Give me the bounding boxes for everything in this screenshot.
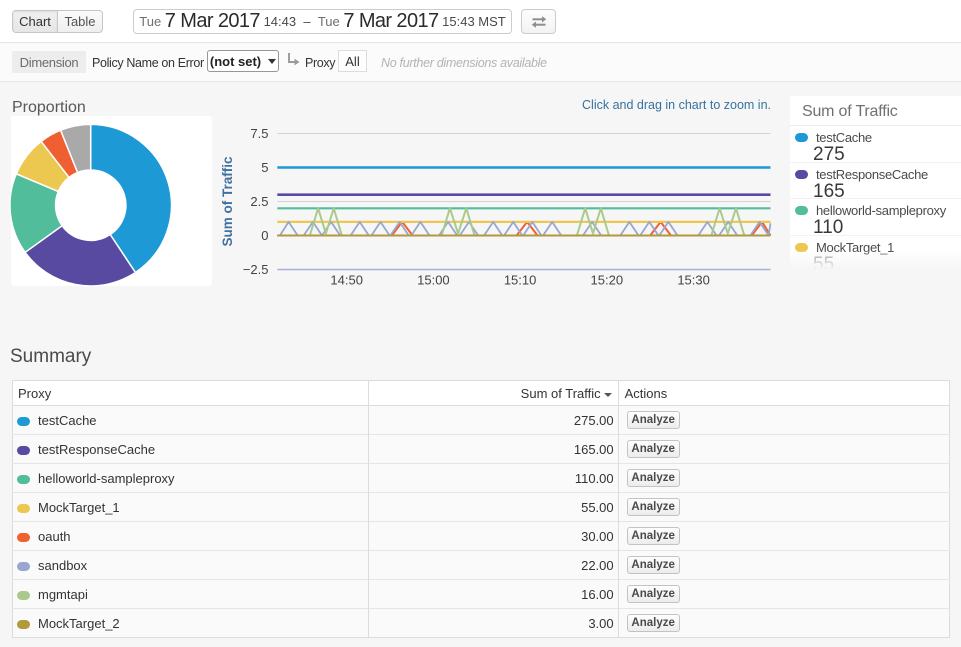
- svg-text:15:30: 15:30: [677, 273, 710, 288]
- svg-text:7.5: 7.5: [250, 126, 268, 141]
- svg-text:14:50: 14:50: [330, 273, 363, 288]
- svg-text:15:10: 15:10: [504, 273, 537, 288]
- svg-text:15:00: 15:00: [417, 273, 450, 288]
- svg-text:2.5: 2.5: [250, 194, 268, 209]
- svg-text:15:20: 15:20: [591, 273, 624, 288]
- svg-text:0: 0: [261, 228, 268, 243]
- svg-text:Sum of Traffic: Sum of Traffic: [220, 156, 235, 247]
- svg-text:−2.5: −2.5: [243, 262, 269, 277]
- svg-text:5: 5: [261, 160, 268, 175]
